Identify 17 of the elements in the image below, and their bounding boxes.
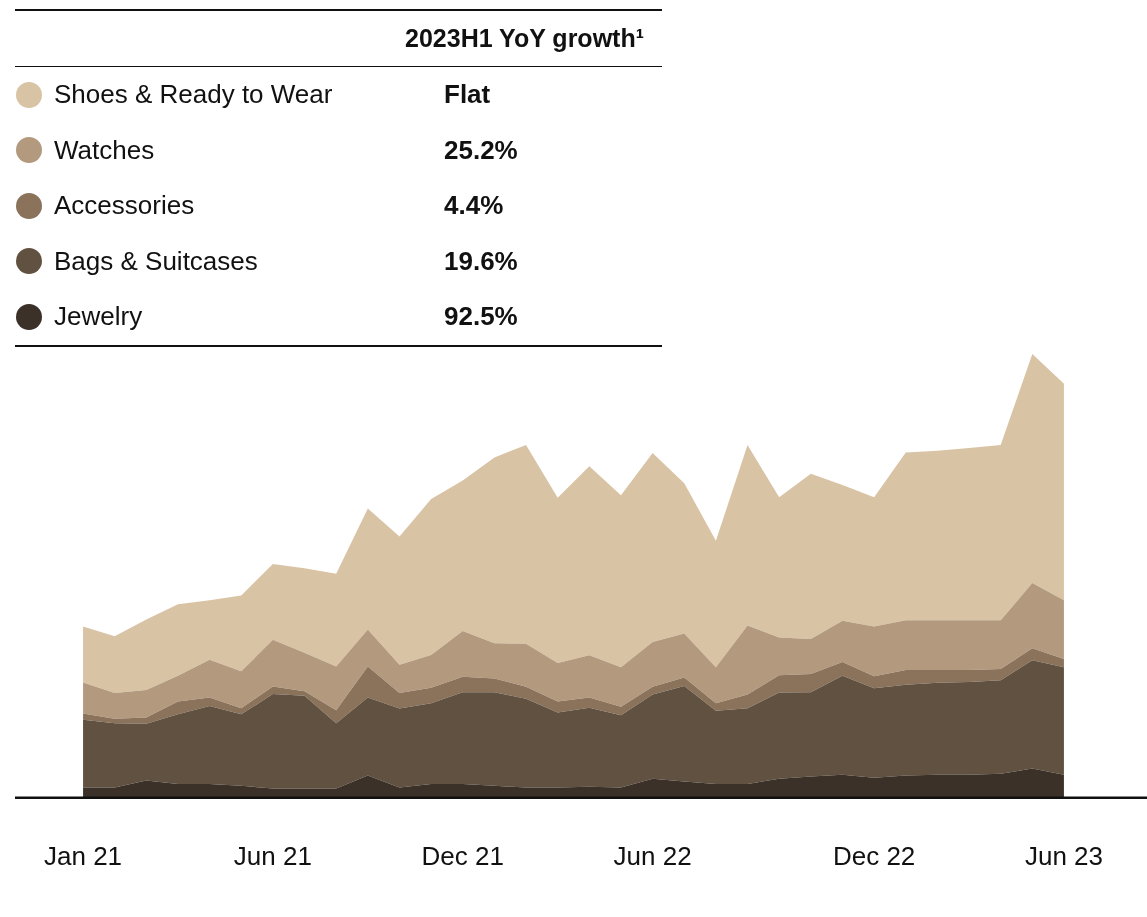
legend-label: Jewelry bbox=[54, 301, 144, 333]
text: 92.5% bbox=[444, 301, 518, 333]
x-tick-label: Jun 23 bbox=[1024, 840, 1104, 871]
x-tick-label: Jun 22 bbox=[613, 840, 692, 871]
text: 25.2% bbox=[444, 134, 518, 166]
x-tick-label: Jun 21 bbox=[233, 840, 312, 871]
legend-label: Watches bbox=[54, 134, 156, 166]
x-tick-label: Dec 21 bbox=[421, 840, 504, 871]
legend-title: 2023H1 YoY growth¹ bbox=[15, 11, 662, 67]
x-tick-label: Jan 21 bbox=[43, 840, 123, 871]
legend-label: Bags & Suitcases bbox=[54, 245, 259, 277]
text: 19.6% bbox=[444, 245, 518, 277]
legend-label: Shoes & Ready to Wear bbox=[54, 79, 334, 111]
text: 4.4% bbox=[444, 190, 504, 222]
legend-label: Accessories bbox=[54, 190, 196, 222]
text: Flat bbox=[444, 79, 491, 111]
x-tick-label: Dec 22 bbox=[832, 840, 916, 871]
